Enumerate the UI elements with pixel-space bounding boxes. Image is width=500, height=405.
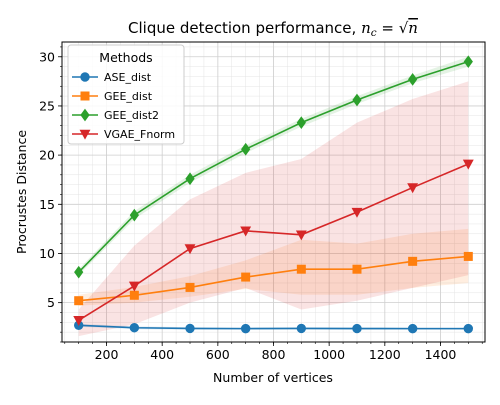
title-math-eq: = √ [377,19,409,37]
x-tick-label: 200 [95,347,119,362]
x-tick-label: 1400 [425,347,457,362]
point-gee-dist2 [408,73,418,86]
point-ase-dist [463,323,474,334]
point-gee-dist [352,264,362,274]
x-tick-label: 1000 [313,347,345,362]
point-vgae-fnorm [351,207,363,218]
point-gee-dist2 [185,172,195,186]
axis-ticks [58,46,483,346]
point-vgae-fnorm [407,183,419,194]
point-ase-dist [296,323,307,334]
chart-title-text: Clique detection performance, [128,19,361,37]
legend-label-gee-dist: GEE_dist [104,90,153,103]
line-gee-dist2 [78,60,469,273]
legend-marker-gee-dist [80,91,90,101]
series-markers [73,55,474,334]
band-gee-dist [78,228,469,306]
point-ase-dist [407,323,418,334]
point-vgae-fnorm [73,316,85,327]
point-gee-dist [296,264,306,274]
point-gee-dist2 [352,93,362,107]
legend-marker-gee-dist2 [80,108,90,122]
legend-marker-ase-dist [80,72,90,82]
point-gee-dist [463,251,473,261]
point-gee-dist2 [296,116,306,130]
legend-title: Methods [99,50,152,65]
point-vgae-fnorm [128,281,140,292]
band-vgae-fnorm [78,81,469,337]
point-ase-dist [129,323,140,333]
point-ase-dist [240,323,251,334]
point-vgae-fnorm [295,230,307,241]
legend-box [67,44,185,145]
point-gee-dist [241,272,251,282]
legend-label-gee-dist2: GEE_dist2 [104,109,159,122]
point-gee-dist2 [129,208,139,222]
tick-labels: 200 400 600 800 1000 1200 1400 5 10 15 20 25 30 [39,49,456,362]
x-tick-label: 400 [150,347,174,362]
point-ase-dist [352,323,362,334]
line-ase-dist [78,324,469,330]
x-tick-label: 800 [262,347,286,362]
title-math-var: n [361,19,371,37]
y-axis-label: Procrustes Distance [14,130,29,254]
y-tick-label: 25 [39,98,55,113]
legend-label-vgae-fnorm: VGAE_Fnorm [104,128,175,141]
line-vgae-fnorm [78,163,469,322]
y-tick-label: 5 [47,295,55,310]
point-gee-dist2 [463,55,473,69]
point-vgae-fnorm [240,226,252,237]
point-gee-dist2 [74,265,84,279]
x-tick-label: 600 [206,347,230,362]
x-axis-label: Number of vertices [213,370,333,385]
point-gee-dist [129,290,139,300]
y-tick-label: 10 [39,246,55,261]
legend-label-ase-dist: ASE_dist [104,71,152,84]
y-tick-label: 15 [39,197,55,212]
point-gee-dist2 [241,142,251,156]
x-tick-label: 1200 [369,347,401,362]
y-tick-label: 20 [39,148,55,163]
chart-title: Clique detection performance, nc = √n [128,19,418,39]
line-gee-dist [78,255,469,302]
legend: Methods ASE_dist GEE_dist GEE_dist2 VGAE_Fn… [67,44,185,145]
title-math-sub: c [371,27,377,39]
y-tick-label: 30 [39,49,55,64]
legend-entries: ASE_dist GEE_dist GEE_dist2 VGAE_Fnorm [72,71,175,141]
legend-marker-vgae-fnorm [79,129,91,140]
series-lines [78,60,469,330]
point-vgae-fnorm [462,159,474,170]
point-gee-dist [74,296,84,306]
title-math-arg: n [408,19,418,37]
point-gee-dist [185,282,195,292]
point-gee-dist [408,256,418,266]
point-ase-dist [185,323,195,334]
point-vgae-fnorm [184,244,196,255]
